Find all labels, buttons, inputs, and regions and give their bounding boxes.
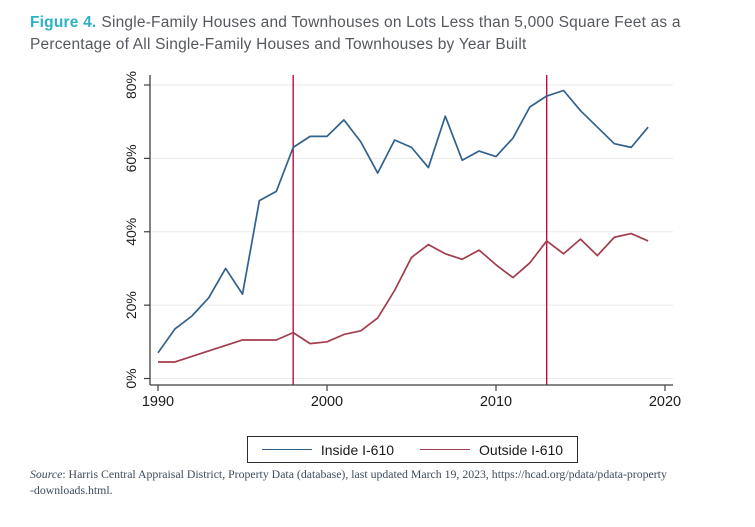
x-tick-label: 2010	[480, 394, 512, 410]
y-tick-label: 60%	[123, 144, 139, 172]
y-tick-label: 80%	[123, 71, 139, 99]
legend-label-outside: Outside I-610	[479, 441, 564, 458]
x-tick-label: 1990	[142, 394, 174, 410]
figure-number-label: Figure 4.	[30, 14, 97, 31]
line-chart: 0% 20% 40% 60% 80% 1990 2000 2010 2020	[123, 71, 681, 410]
source-line2: -downloads.html.	[30, 483, 113, 497]
source-prefix: Source	[30, 467, 63, 481]
figure-title: Figure 4. Single-Family Houses and Townho…	[30, 12, 736, 56]
legend-label-inside: Inside I-610	[320, 441, 395, 458]
figure-title-text: Single-Family Houses and Townhouses on L…	[30, 14, 681, 53]
x-tick-label: 2000	[311, 394, 343, 410]
y-tick-label: 0%	[123, 368, 139, 388]
y-tick-label: 20%	[123, 291, 139, 319]
source-line1: : Harris Central Appraisal District, Pro…	[62, 467, 667, 481]
series-inside-i-610	[157, 89, 649, 354]
inside-line-swatch	[261, 449, 312, 450]
source-note: Source: Harris Central Appraisal Distric…	[30, 466, 746, 498]
legend-item-inside: Inside I-610	[261, 441, 395, 458]
legend-item-outside: Outside I-610	[420, 442, 563, 458]
chart-legend: Inside I-610 Outside I-610	[247, 436, 578, 463]
x-tick-label: 2020	[649, 394, 681, 410]
y-tick-label: 40%	[123, 218, 139, 246]
series-outside-i-610	[158, 232, 649, 363]
outside-line-swatch	[420, 449, 471, 450]
